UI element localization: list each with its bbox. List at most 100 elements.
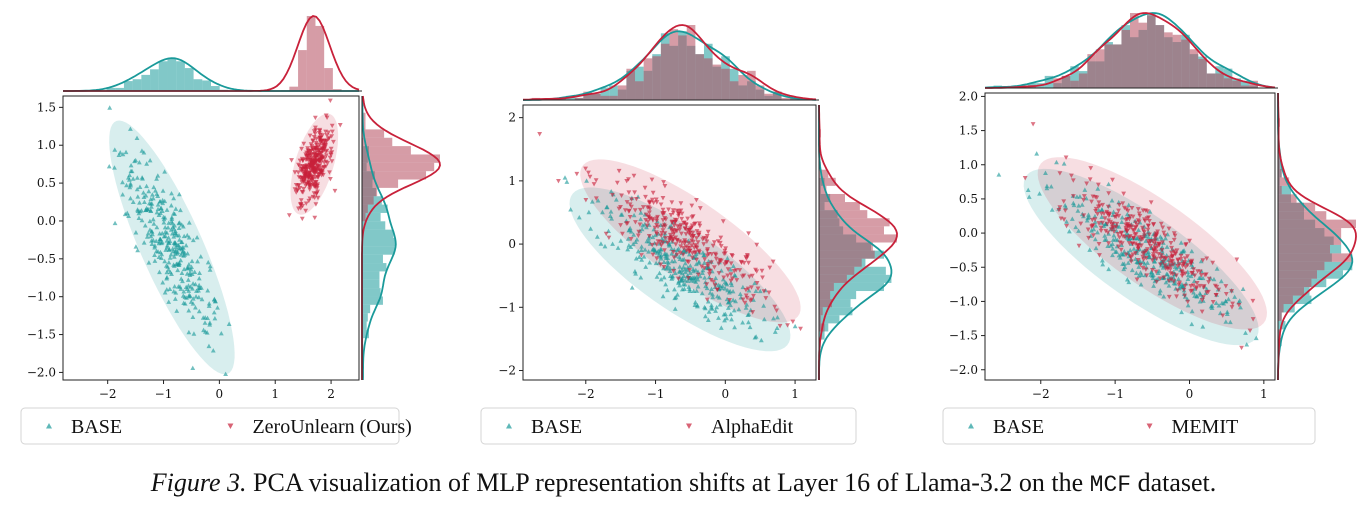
caption-dataset: MCF [1089,472,1132,498]
base-point [701,252,707,258]
base-point [728,311,734,317]
base-point [172,230,178,236]
edited-point [1168,263,1174,269]
edited-point [632,208,638,213]
base-point [206,301,212,306]
edited-point [716,271,722,276]
base-point [196,276,202,281]
base-point [164,230,170,235]
edited-point [1160,225,1166,230]
base-point [727,288,733,294]
base-point [1069,216,1075,221]
edited-point [309,152,314,157]
edited-point [299,146,304,152]
base-point [562,175,568,180]
y-tick-label: 1.0 [959,158,978,172]
edited-point [326,130,331,135]
base-point [135,247,141,253]
edited-point [323,129,329,134]
hist-bar [1278,202,1316,212]
base-point [1096,207,1102,213]
edited-point [665,240,670,246]
base-point [134,135,140,141]
edited-point [690,230,696,235]
edited-point [654,256,660,261]
hist-bar [362,254,383,264]
edited-point [1089,217,1095,223]
base-point [723,311,728,317]
hist-bar [362,296,383,305]
base-point [1189,321,1195,327]
base-point [726,300,731,305]
hist-bar [1278,160,1280,169]
hist-bar [764,93,773,100]
base-point [194,288,199,293]
edited-point [1061,217,1067,222]
edited-point [1202,273,1208,278]
base-point [186,261,192,267]
base-point [160,280,166,285]
base-point [172,211,178,216]
hist-bar [1206,73,1216,88]
edited-point [658,233,664,239]
edited-point [661,180,666,185]
y-tick-label: −1.5 [949,329,978,343]
base-point [718,325,724,330]
y-tick-label: 0.0 [37,214,56,228]
hist-bar [1278,211,1327,220]
base-point [729,282,735,288]
edited-point [670,210,676,216]
base-point [1136,264,1142,269]
base-point [162,290,168,295]
edited-point [316,130,322,136]
hist-bar [1121,29,1130,88]
edited-point [1230,301,1235,306]
base-point [1076,228,1081,233]
base-point [628,244,634,249]
edited-point [712,283,718,288]
edited-point [1101,211,1107,217]
base-point [145,231,151,236]
edited-point [674,238,680,243]
base-point [157,199,163,204]
edited-point [298,198,304,203]
base-point [728,267,733,272]
base-point [157,269,162,275]
base-point [1244,342,1250,347]
edited-point [1110,177,1115,183]
legend-marker [968,423,974,429]
base-point [205,288,211,293]
base-point [687,263,693,268]
base-point [687,288,693,293]
edited-point [1162,256,1168,261]
edited-point [1113,214,1119,220]
edited-point [1166,278,1172,284]
base-point [112,220,118,226]
edited-point [628,236,634,242]
hist-bar [1278,168,1282,178]
hist-bar [1112,44,1122,88]
edited-point [713,256,719,262]
edited-point [312,115,318,121]
base-point [177,237,182,242]
edited-point [643,194,648,200]
x-tick-label: 0 [216,387,224,401]
base-point [1120,252,1126,257]
edited-point [1166,294,1172,300]
base-point [207,267,213,272]
edited-point [661,264,667,270]
edited-point [299,216,305,222]
base-point [155,202,161,207]
base-point [703,313,708,319]
base-point [1127,247,1133,253]
base-point [173,290,179,295]
edited-point [666,207,671,212]
base-point [584,178,589,183]
base-point [1048,184,1054,189]
edited-point [1160,259,1166,265]
edited-point [1144,273,1150,278]
hist-bar [591,93,601,100]
x-tick-label: −1 [155,387,173,401]
base-point [665,255,671,260]
base-point [179,222,185,227]
